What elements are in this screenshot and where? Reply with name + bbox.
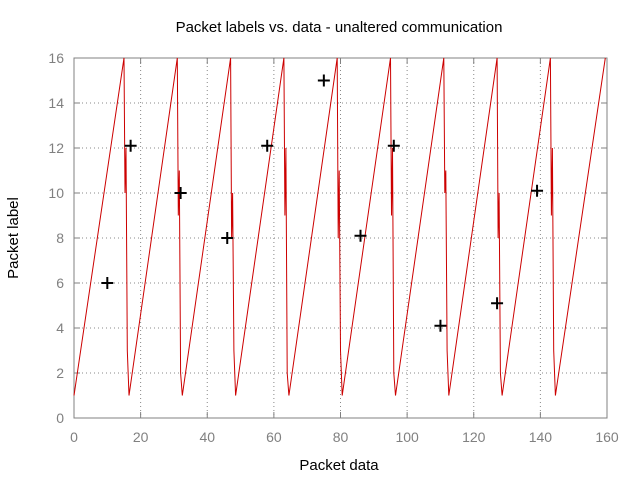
x-tick-label: 100 [395,429,419,445]
series-line [73,57,606,396]
y-tick-label: 16 [48,50,64,66]
data-point-marker [387,139,400,152]
data-point-marker [434,319,447,332]
data-point-marker [531,184,544,197]
x-axis-label: Packet data [299,457,379,474]
y-tick-label: 2 [56,365,64,381]
data-point-marker [174,187,187,199]
x-tick-label: 160 [595,429,619,445]
x-tick-label: 80 [333,429,349,445]
data-point-marker [491,297,504,310]
plot-frame [73,57,608,419]
grid [74,58,607,418]
data-point-marker [101,277,114,289]
y-tick-label: 8 [56,230,64,246]
y-tick-label: 10 [48,185,64,201]
x-tick-label: 120 [462,429,486,445]
x-tick-label: 20 [133,429,149,445]
y-tick-label: 4 [56,320,64,336]
axis-ticks: 0 20 40 60 80 100 120 140 160 0 2 4 6 8 10 12 14 16 [48,50,618,445]
data-point-marker [354,229,367,242]
y-tick-label: 12 [48,140,64,156]
x-tick-label: 40 [199,429,215,445]
x-tick-label: 0 [70,429,78,445]
chart-title: Packet labels vs. data - unaltered commu… [176,19,503,36]
y-tick-label: 14 [48,95,64,111]
y-tick-label: 6 [56,275,64,291]
x-tick-label: 140 [529,429,553,445]
data-point-marker [124,139,137,152]
series-layer [73,57,606,396]
data-point-marker [317,74,330,87]
data-point-marker [221,232,234,244]
y-tick-label: 0 [56,410,64,426]
x-tick-label: 60 [266,429,282,445]
data-point-marker [261,139,274,152]
y-axis-label: Packet label [5,197,22,279]
